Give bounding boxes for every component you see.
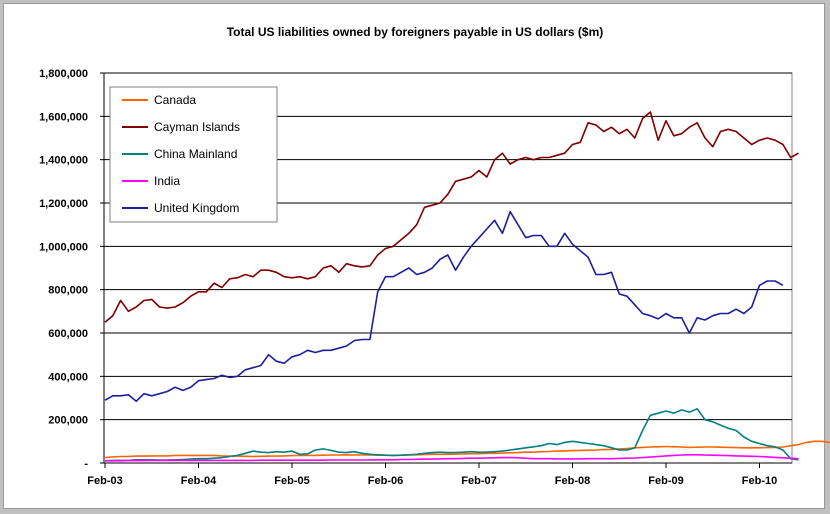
legend-label: Cayman Islands [154, 120, 240, 134]
y-tick-label: 1,200,000 [39, 198, 88, 210]
x-axis: Feb-03 Feb-04 Feb-05 Feb-06 Feb-07 Feb-08 Feb-… [87, 462, 792, 487]
series-line-united-kingdom [104, 210, 784, 403]
chart-title: Total US liabilities owned by foreigners… [227, 25, 604, 39]
y-tick-label: - [84, 458, 88, 470]
y-tick-label: 1,000,000 [39, 241, 88, 253]
y-tick-label: 600,000 [48, 328, 88, 340]
x-tick-label: Feb-08 [555, 475, 590, 487]
series-line-cayman-islands [104, 111, 799, 323]
legend-label: United Kingdom [154, 201, 239, 215]
x-tick-label: Feb-05 [274, 475, 309, 487]
x-tick-label: Feb-09 [648, 475, 683, 487]
y-tick-label: 1,800,000 [39, 68, 88, 80]
y-tick-label: 200,000 [48, 415, 88, 427]
x-tick-label: Feb-07 [461, 475, 496, 487]
series-line-china-mainland [104, 407, 799, 462]
series-lines [104, 111, 830, 462]
y-tick-label: 800,000 [48, 285, 88, 297]
legend: Canada Cayman Islands China Mainland India U… [109, 86, 278, 223]
legend-label: India [154, 174, 180, 188]
y-tick-label: 1,400,000 [39, 155, 88, 167]
series-line-india [105, 453, 799, 462]
legend-label: China Mainland [154, 147, 237, 161]
x-tick-label: Feb-10 [742, 475, 777, 487]
x-tick-label: Feb-04 [181, 475, 217, 487]
x-tick-label: Feb-06 [368, 475, 403, 487]
y-tick-label: 400,000 [48, 371, 88, 383]
x-tick-label: Feb-03 [87, 475, 122, 487]
legend-label: Canada [154, 93, 196, 107]
y-tick-label: 1,600,000 [39, 111, 88, 123]
y-axis: - 200,000 400,000 600,000 800,000 1,000,000 1,… [39, 68, 105, 470]
